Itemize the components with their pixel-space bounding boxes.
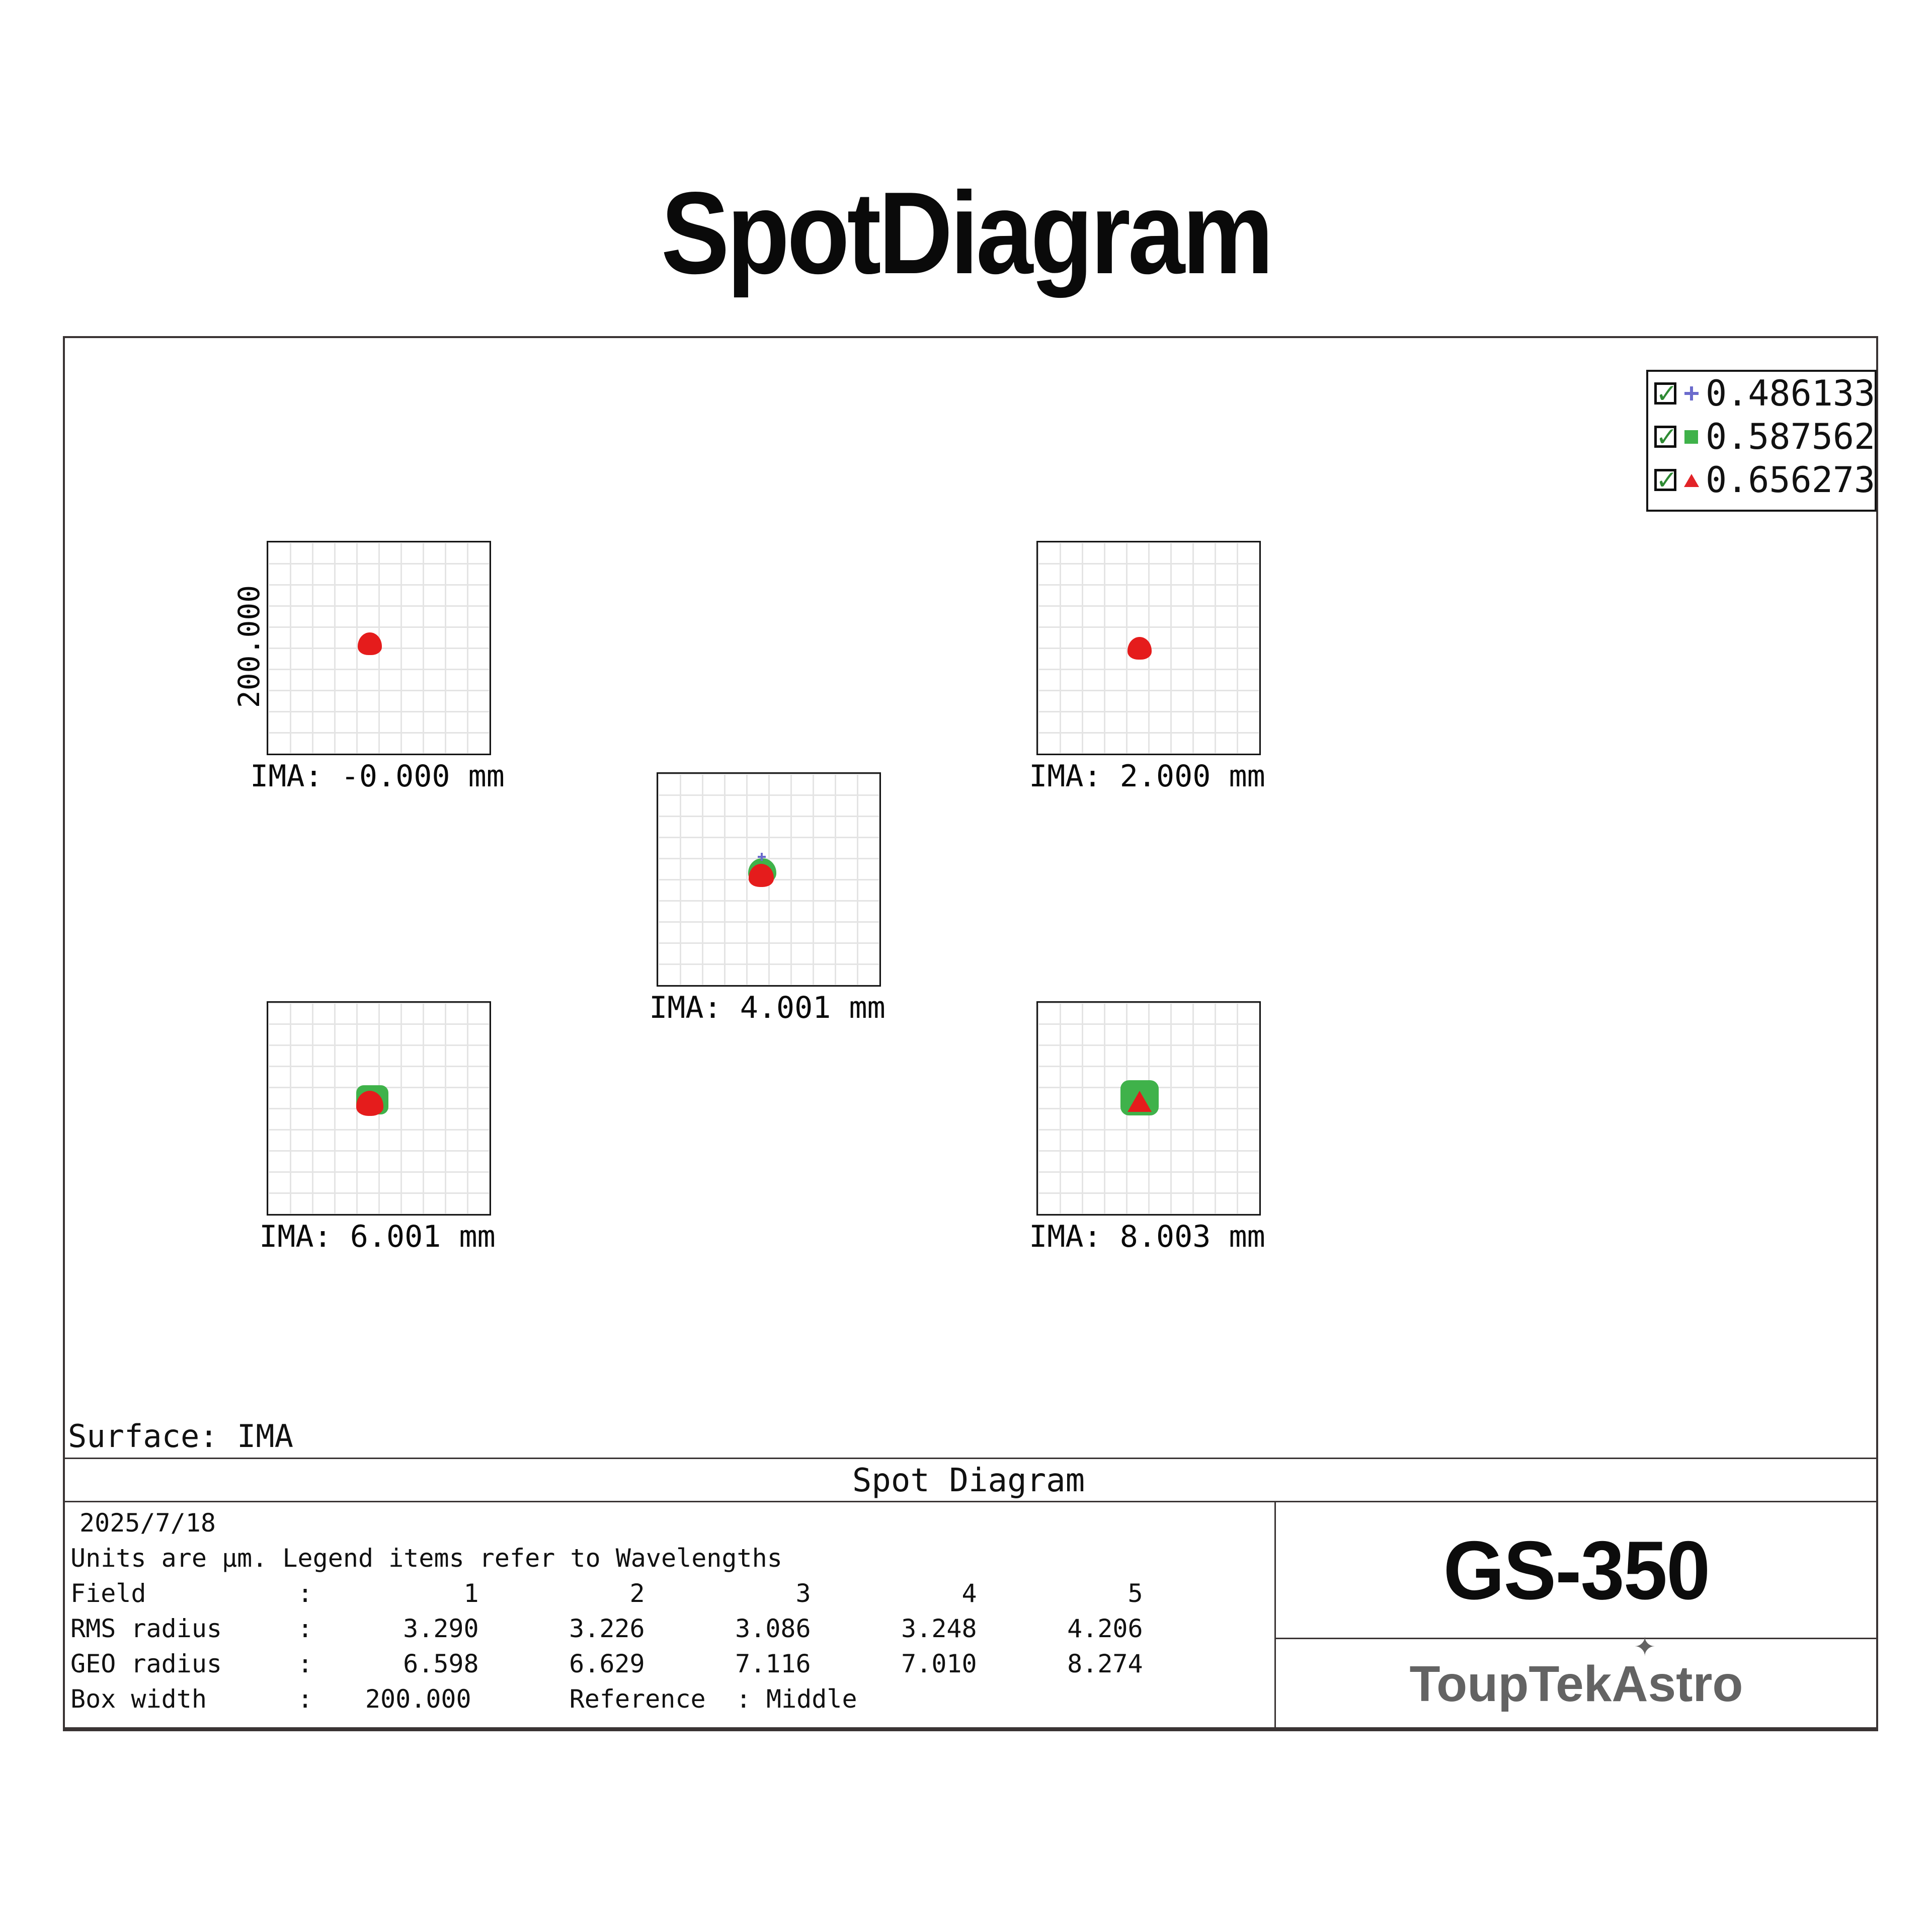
summary-table: 2025/7/18 Units are μm. Legend items ref… — [70, 1505, 1143, 1717]
legend-row-wavelength-3: 0.656273 — [1648, 458, 1875, 502]
spot-grid-field-2 — [1036, 541, 1261, 755]
checkbox-checked-icon[interactable] — [1654, 379, 1678, 409]
ima-label-field-3: IMA: 4.001 mm — [649, 990, 886, 1025]
checkbox-checked-icon[interactable] — [1654, 422, 1678, 452]
rms-value: 3.248 — [901, 1614, 977, 1643]
geo-value: 6.598 — [403, 1649, 479, 1678]
spot-blob-red — [1128, 637, 1152, 660]
ima-label-field-5: IMA: 8.003 mm — [1029, 1219, 1265, 1254]
ima-label-field-1: IMA: -0.000 mm — [250, 759, 505, 794]
geo-value: 8.274 — [1067, 1649, 1143, 1678]
box-width-value: 200.000 — [365, 1684, 471, 1714]
geo-value: 6.629 — [569, 1649, 645, 1678]
geo-value: 7.010 — [901, 1649, 977, 1678]
row-label: Box width : — [70, 1684, 313, 1714]
surface-label: Surface: IMA — [68, 1418, 293, 1455]
spot-blob-red — [356, 1091, 383, 1116]
spot-grid-field-4 — [267, 1001, 491, 1216]
legend-wavelength-value: 0.656273 — [1706, 459, 1876, 501]
field-value: 5 — [1128, 1579, 1143, 1608]
geo-value: 7.116 — [735, 1649, 811, 1678]
table-row-geo: GEO radius : 6.598 6.629 7.116 7.010 8.2… — [70, 1646, 1143, 1681]
ima-label-field-2: IMA: 2.000 mm — [1029, 759, 1265, 794]
checkbox-checked-icon[interactable] — [1654, 465, 1678, 496]
ima-label-field-4: IMA: 6.001 mm — [259, 1219, 496, 1254]
divider-line — [63, 1501, 1878, 1502]
row-label: RMS radius : — [70, 1614, 313, 1643]
spot-grid-field-3 — [657, 772, 881, 987]
spot-grid-field-1 — [267, 541, 491, 755]
section-title: Spot Diagram — [852, 1462, 1085, 1499]
report-date: 2025/7/18 — [79, 1508, 216, 1538]
rms-value: 3.086 — [735, 1614, 811, 1643]
field-value: 1 — [463, 1579, 479, 1608]
triangle-marker-icon — [1680, 469, 1703, 491]
wavelength-legend: 0.486133 0.587562 0.656273 — [1646, 370, 1877, 512]
table-row-rms: RMS radius : 3.290 3.226 3.086 3.248 4.2… — [70, 1611, 1143, 1646]
page-title: SpotDiagram — [661, 168, 1274, 298]
rms-value: 3.226 — [569, 1614, 645, 1643]
branding-divider — [1274, 1638, 1878, 1639]
spot-blob-red — [358, 632, 382, 655]
table-row-field: Field : 1 2 3 4 5 — [70, 1576, 1143, 1611]
logo-text: A — [1612, 1655, 1648, 1712]
spot-plus-blue — [761, 853, 763, 861]
rms-value: 3.290 — [403, 1614, 479, 1643]
square-marker-icon — [1680, 426, 1703, 448]
legend-row-wavelength-2: 0.587562 — [1648, 415, 1875, 458]
spot-blob-red — [749, 864, 774, 887]
logo-text: stro — [1648, 1655, 1743, 1712]
legend-wavelength-value: 0.486133 — [1706, 373, 1876, 414]
spot-grid-field-5 — [1036, 1001, 1261, 1216]
y-axis-scale-label: 200.000 — [232, 585, 266, 708]
divider-line — [63, 1458, 1878, 1459]
model-name: GS-350 — [1443, 1523, 1711, 1617]
logo-letter-a: A ✦ — [1612, 1632, 1656, 1713]
field-value: 2 — [629, 1579, 645, 1608]
field-value: 3 — [795, 1579, 811, 1608]
legend-row-wavelength-1: 0.486133 — [1648, 372, 1875, 415]
row-label: GEO radius : — [70, 1649, 313, 1678]
rms-value: 4.206 — [1067, 1614, 1143, 1643]
row-label: Field : — [70, 1579, 313, 1608]
legend-wavelength-value: 0.587562 — [1706, 416, 1876, 457]
table-vertical-divider — [1274, 1501, 1276, 1727]
logo-text: ToupTek — [1409, 1655, 1612, 1712]
plus-marker-icon — [1680, 382, 1703, 405]
units-note: Units are μm. Legend items refer to Wave… — [70, 1544, 782, 1573]
field-value: 4 — [961, 1579, 977, 1608]
reference-label: Reference : Middle — [569, 1684, 857, 1714]
table-row-box-width: Box width : 200.000 Reference : Middle — [70, 1681, 1143, 1717]
star-icon: ✦ — [1634, 1632, 1656, 1662]
touptek-astro-logo: ToupTek A ✦ stro — [1274, 1632, 1878, 1727]
